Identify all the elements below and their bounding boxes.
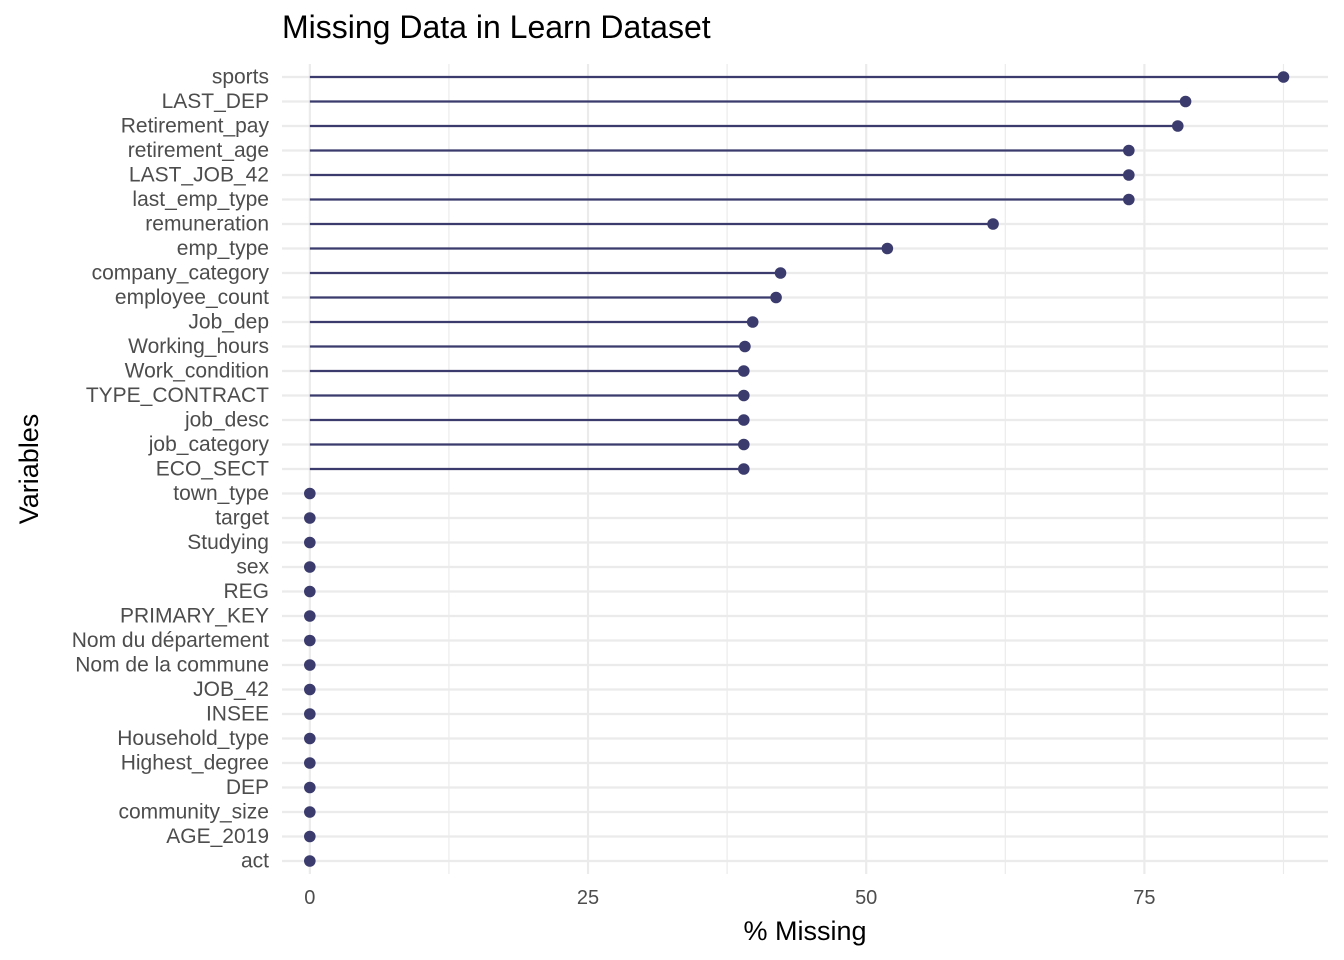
lollipop-point bbox=[304, 855, 316, 867]
lollipop-point bbox=[304, 732, 316, 745]
lollipop-point bbox=[304, 708, 316, 720]
y-tick-label: Studying bbox=[187, 531, 269, 554]
lollipop-point bbox=[304, 830, 316, 843]
y-tick-label: Work_condition bbox=[125, 360, 269, 383]
lollipop-point bbox=[1123, 193, 1135, 206]
y-tick-label: target bbox=[215, 507, 269, 530]
y-tick-label: act bbox=[241, 850, 269, 873]
y-tick-label: employee_count bbox=[115, 286, 269, 309]
y-tick-label: sports bbox=[212, 66, 269, 89]
lollipop-point bbox=[737, 365, 750, 377]
y-tick-label: Household_type bbox=[117, 727, 269, 750]
lollipop-point bbox=[304, 610, 316, 622]
y-tick-label: LAST_JOB_42 bbox=[129, 164, 269, 187]
lollipop-point bbox=[304, 634, 316, 647]
y-tick-label: LAST_DEP bbox=[162, 90, 269, 113]
lollipop-point bbox=[746, 316, 759, 328]
lollipop-point bbox=[737, 389, 750, 402]
lollipop-point bbox=[1123, 169, 1135, 181]
lollipop-point bbox=[304, 512, 316, 524]
y-tick-label: remuneration bbox=[145, 213, 269, 236]
y-tick-label: PRIMARY_KEY bbox=[120, 605, 269, 628]
lollipop-point bbox=[987, 218, 999, 230]
y-tick-label: INSEE bbox=[206, 703, 269, 726]
lollipop-point bbox=[304, 781, 316, 794]
y-tick-label: JOB_42 bbox=[193, 678, 269, 701]
y-tick-label: retirement_age bbox=[128, 139, 269, 162]
lollipop-point bbox=[1277, 71, 1290, 83]
x-tick-label: 75 bbox=[1133, 887, 1155, 909]
y-tick-label: Retirement_pay bbox=[121, 115, 270, 138]
lollipop-point bbox=[304, 659, 316, 671]
y-tick-label: job_category bbox=[148, 433, 270, 456]
lollipop-point bbox=[304, 806, 316, 818]
y-tick-label: REG bbox=[223, 580, 269, 603]
lollipop-point bbox=[770, 291, 782, 304]
x-tick-label: 25 bbox=[577, 887, 599, 909]
y-tick-label: company_category bbox=[92, 262, 270, 285]
y-tick-label: Job_dep bbox=[188, 311, 269, 334]
lollipop-point bbox=[1171, 120, 1184, 132]
x-tick-label: 0 bbox=[304, 887, 315, 909]
lollipop-point bbox=[304, 487, 316, 500]
y-tick-label: job_desc bbox=[184, 409, 269, 432]
lollipop-point bbox=[304, 585, 316, 598]
lollipop-point bbox=[737, 438, 750, 451]
y-tick-label: Nom du département bbox=[72, 629, 269, 652]
lollipop-point bbox=[774, 267, 787, 279]
lollipop-point bbox=[304, 683, 316, 696]
y-tick-label: DEP bbox=[226, 776, 269, 799]
lollipop-point bbox=[737, 463, 750, 475]
lollipop-point bbox=[737, 414, 750, 426]
y-tick-label: Nom de la commune bbox=[75, 654, 269, 677]
y-tick-label: emp_type bbox=[177, 237, 269, 260]
mark-layer bbox=[304, 71, 1290, 867]
y-tick-label: TYPE_CONTRACT bbox=[86, 384, 269, 407]
lollipop-point bbox=[1179, 95, 1192, 108]
y-tick-label: ECO_SECT bbox=[156, 458, 269, 481]
y-tick-label: Working_hours bbox=[128, 335, 269, 358]
x-axis-title: % Missing bbox=[743, 916, 866, 946]
label-layer: sportsLAST_DEPRetirement_payretirement_a… bbox=[72, 66, 1156, 910]
lollipop-point bbox=[304, 757, 316, 769]
y-tick-label: Highest_degree bbox=[121, 752, 269, 775]
y-tick-label: last_emp_type bbox=[132, 188, 269, 211]
lollipop-point bbox=[304, 561, 316, 573]
lollipop-point bbox=[304, 536, 316, 549]
lollipop-point bbox=[881, 242, 894, 255]
chart-title: Missing Data in Learn Dataset bbox=[282, 9, 711, 45]
lollipop-point bbox=[739, 340, 751, 353]
y-tick-label: sex bbox=[236, 556, 269, 579]
y-axis-title: Variables bbox=[14, 414, 44, 525]
y-tick-label: town_type bbox=[173, 482, 269, 505]
y-tick-label: community_size bbox=[118, 801, 269, 824]
lollipop-point bbox=[1123, 144, 1135, 157]
y-tick-label: AGE_2019 bbox=[166, 825, 269, 848]
x-tick-label: 50 bbox=[855, 887, 877, 909]
